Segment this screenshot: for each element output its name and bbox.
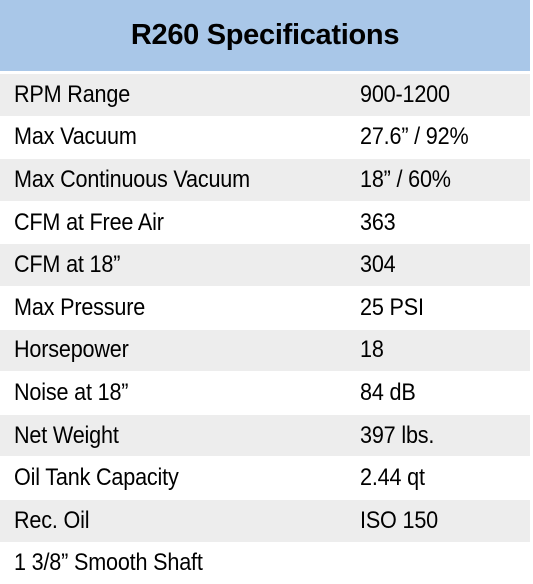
table-row: Net Weight 397 lbs. [0, 414, 530, 457]
spec-label-cell: RPM Range [0, 73, 345, 117]
spec-label: Max Pressure [14, 294, 145, 322]
table-row: Rec. Oil ISO 150 [0, 499, 530, 542]
spec-value: ISO 150 [360, 507, 438, 535]
spec-value-cell: ISO 150 [345, 499, 530, 542]
spec-value: 25 PSI [360, 294, 424, 322]
spec-label: Rec. Oil [14, 507, 89, 535]
spec-label: Horsepower [14, 336, 129, 364]
table-title: R260 Specifications [0, 0, 530, 73]
spec-label-cell: CFM at 18” [0, 244, 345, 287]
spec-label: CFM at Free Air [14, 209, 164, 237]
table-row: Max Continuous Vacuum 18” / 60% [0, 159, 530, 202]
spec-value-cell: 304 [345, 244, 530, 287]
table-row: CFM at Free Air 363 [0, 201, 530, 244]
spec-value: 304 [360, 251, 396, 279]
spec-label-cell: Max Continuous Vacuum [0, 159, 345, 202]
spec-label: 1 3/8” Smooth Shaft [14, 549, 203, 577]
spec-label-cell: 1 3/8” Smooth Shaft [0, 542, 345, 584]
spec-value-cell: 25 PSI [345, 286, 530, 329]
spec-label-cell: Oil Tank Capacity [0, 457, 345, 500]
spec-value-cell: 2.44 qt [345, 457, 530, 500]
spec-value: 397 lbs. [360, 422, 434, 450]
spec-value-cell: 900-1200 [345, 73, 530, 117]
spec-value-cell: 18” / 60% [345, 159, 530, 202]
spec-value: 900-1200 [360, 81, 450, 109]
spec-label-cell: Horsepower [0, 329, 345, 372]
spec-label: Net Weight [14, 422, 119, 450]
spec-value: 27.6” / 92% [360, 123, 468, 151]
spec-label-cell: Net Weight [0, 414, 345, 457]
table-header-row: R260 Specifications [0, 0, 530, 73]
spec-value: 2.44 qt [360, 464, 425, 492]
spec-label: Oil Tank Capacity [14, 464, 179, 492]
spec-label: Max Vacuum [14, 123, 137, 151]
spec-label-cell: CFM at Free Air [0, 201, 345, 244]
spec-value-cell: 84 dB [345, 372, 530, 415]
spec-value-cell [345, 542, 530, 584]
table-row: RPM Range 900-1200 [0, 73, 530, 117]
table-row: Max Vacuum 27.6” / 92% [0, 116, 530, 159]
spec-value: 84 dB [360, 379, 416, 407]
spec-label-cell: Rec. Oil [0, 499, 345, 542]
table-row: Oil Tank Capacity 2.44 qt [0, 457, 530, 500]
spec-label-cell: Max Pressure [0, 286, 345, 329]
table-row: 1 3/8” Smooth Shaft [0, 542, 530, 584]
spec-label: Noise at 18” [14, 379, 128, 407]
spec-value: 18” / 60% [360, 166, 451, 194]
spec-label-cell: Max Vacuum [0, 116, 345, 159]
spec-value-cell: 397 lbs. [345, 414, 530, 457]
spec-value: 18 [360, 336, 384, 364]
spec-label: RPM Range [14, 81, 130, 109]
table-row: Max Pressure 25 PSI [0, 286, 530, 329]
spec-label: Max Continuous Vacuum [14, 166, 250, 194]
spec-value-cell: 363 [345, 201, 530, 244]
table-row: CFM at 18” 304 [0, 244, 530, 287]
spec-value: 363 [360, 209, 396, 237]
spec-value-cell: 27.6” / 92% [345, 116, 530, 159]
table-row: Horsepower 18 [0, 329, 530, 372]
spec-label-cell: Noise at 18” [0, 372, 345, 415]
spec-label: CFM at 18” [14, 251, 120, 279]
spec-value-cell: 18 [345, 329, 530, 372]
table-row: Noise at 18” 84 dB [0, 372, 530, 415]
